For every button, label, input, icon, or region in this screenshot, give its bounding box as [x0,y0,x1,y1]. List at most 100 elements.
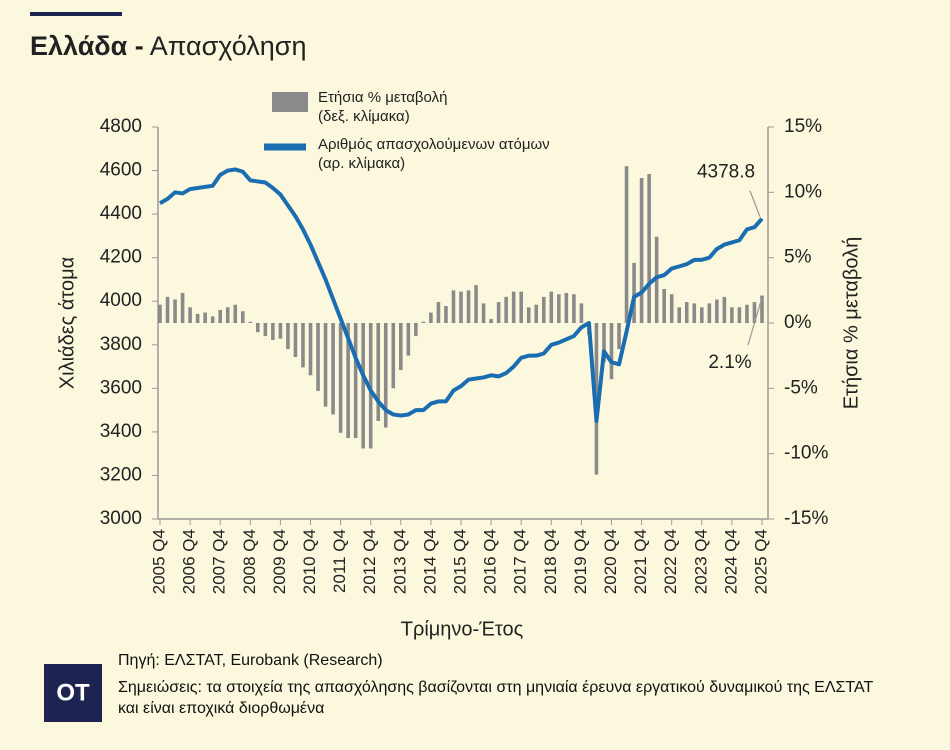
bar [248,321,253,323]
bar [722,296,727,323]
y-tick-label: 4600 [100,160,142,181]
title: Ελλάδα - [30,31,144,61]
legend-label: Αριθμός απασχολούμενων ατόμων (αρ. κλίμα… [318,136,550,172]
x-tick-label: 2016 Q4 [481,529,500,594]
bar [278,323,283,339]
source: Πηγή: ΕΛΣΤΑΤ, Eurobank (Research) [118,652,383,669]
bar [730,307,734,323]
bar [225,307,230,323]
x-tick-label: 2018 Q4 [541,529,560,594]
y-axis-label: Χιλιάδες άτομα [56,257,78,389]
bar [541,296,546,323]
bar [737,307,742,323]
bar [534,304,539,323]
x-tick-label: 2024 Q4 [721,529,740,594]
bar [700,307,704,323]
x-tick-label: 2019 Q4 [571,529,590,594]
bar [444,306,448,323]
bar [647,174,651,323]
label-leader [747,297,763,346]
legend-swatch [272,92,308,112]
bar [451,290,456,323]
bar [760,295,764,323]
x-tick-label: 2022 Q4 [661,529,680,594]
bar [323,323,328,407]
bar [233,304,238,323]
logo: OT [56,679,90,706]
bar [474,285,478,323]
bar [391,323,396,389]
bar [481,303,486,323]
bar [376,323,381,421]
y2-tick-label: 0% [784,312,812,333]
bar [180,292,185,323]
x-tick-label: 2013 Q4 [390,529,409,594]
y-tick-label: 3200 [100,464,142,485]
y-tick-label: 3400 [100,421,142,442]
bar [692,303,697,323]
y-tick-label: 3800 [100,334,142,355]
bar [271,323,275,340]
legend-label: Ετήσια % μεταβολή (δεξ. κλίμακα) [318,89,448,125]
bar [662,289,666,323]
bar [752,302,757,323]
bar [240,311,245,323]
bar [715,299,719,323]
bar [459,291,463,323]
bar [707,303,712,323]
bar [617,323,621,350]
bar [564,292,569,323]
y-tick-label: 4800 [100,116,142,137]
bar [624,166,629,323]
y2-axis-label: Ετήσια % μεταβολή [840,237,862,410]
bar [308,323,313,376]
x-tick-label: 2015 Q4 [450,529,469,594]
bar [519,291,523,323]
bar [338,323,343,433]
y2-tick-label: -10% [784,443,828,464]
bar [466,290,471,323]
x-tick-label: 2008 Q4 [240,529,259,594]
x-tick-label: 2011 Q4 [330,529,349,593]
bar [579,303,584,323]
x-tick-label: 2005 Q4 [149,529,168,594]
line [158,167,764,423]
bar [256,323,260,333]
logo-box [44,664,102,722]
label-leader [749,190,761,217]
x-tick-label: 2012 Q4 [360,529,379,594]
y-tick-label: 4400 [100,203,142,224]
y2-tick-label: 10% [784,181,822,202]
data-label: 2.1% [708,352,751,373]
x-tick-label: 2007 Q4 [210,529,229,594]
bar [368,323,373,449]
bar [173,299,177,323]
bar [293,323,298,357]
x-tick-label: 2014 Q4 [420,529,439,594]
x-tick-label: 2021 Q4 [631,529,650,594]
bar [572,294,576,323]
bar [158,304,162,323]
x-tick-label: 2020 Q4 [601,529,620,594]
bar [504,296,508,323]
bar [383,323,388,428]
y-tick-label: 4000 [100,290,142,311]
top-rule [30,12,122,16]
bar [301,323,305,368]
bar [496,302,501,323]
bar [414,323,418,337]
bar [353,323,358,438]
bar [526,307,531,323]
x-tick-label: 2017 Q4 [511,529,530,594]
bar [632,262,636,323]
y-tick-label: 3600 [100,377,142,398]
x-tick-label: 2009 Q4 [270,529,289,594]
bar [669,294,674,323]
bar [436,302,441,323]
bar [602,323,606,363]
y2-tick-label: -5% [784,377,818,398]
bar [331,323,335,415]
note: Σημειώσεις: τα στοιχεία της απασχόλησης … [118,679,873,717]
bar [684,302,689,323]
bar [677,307,682,323]
